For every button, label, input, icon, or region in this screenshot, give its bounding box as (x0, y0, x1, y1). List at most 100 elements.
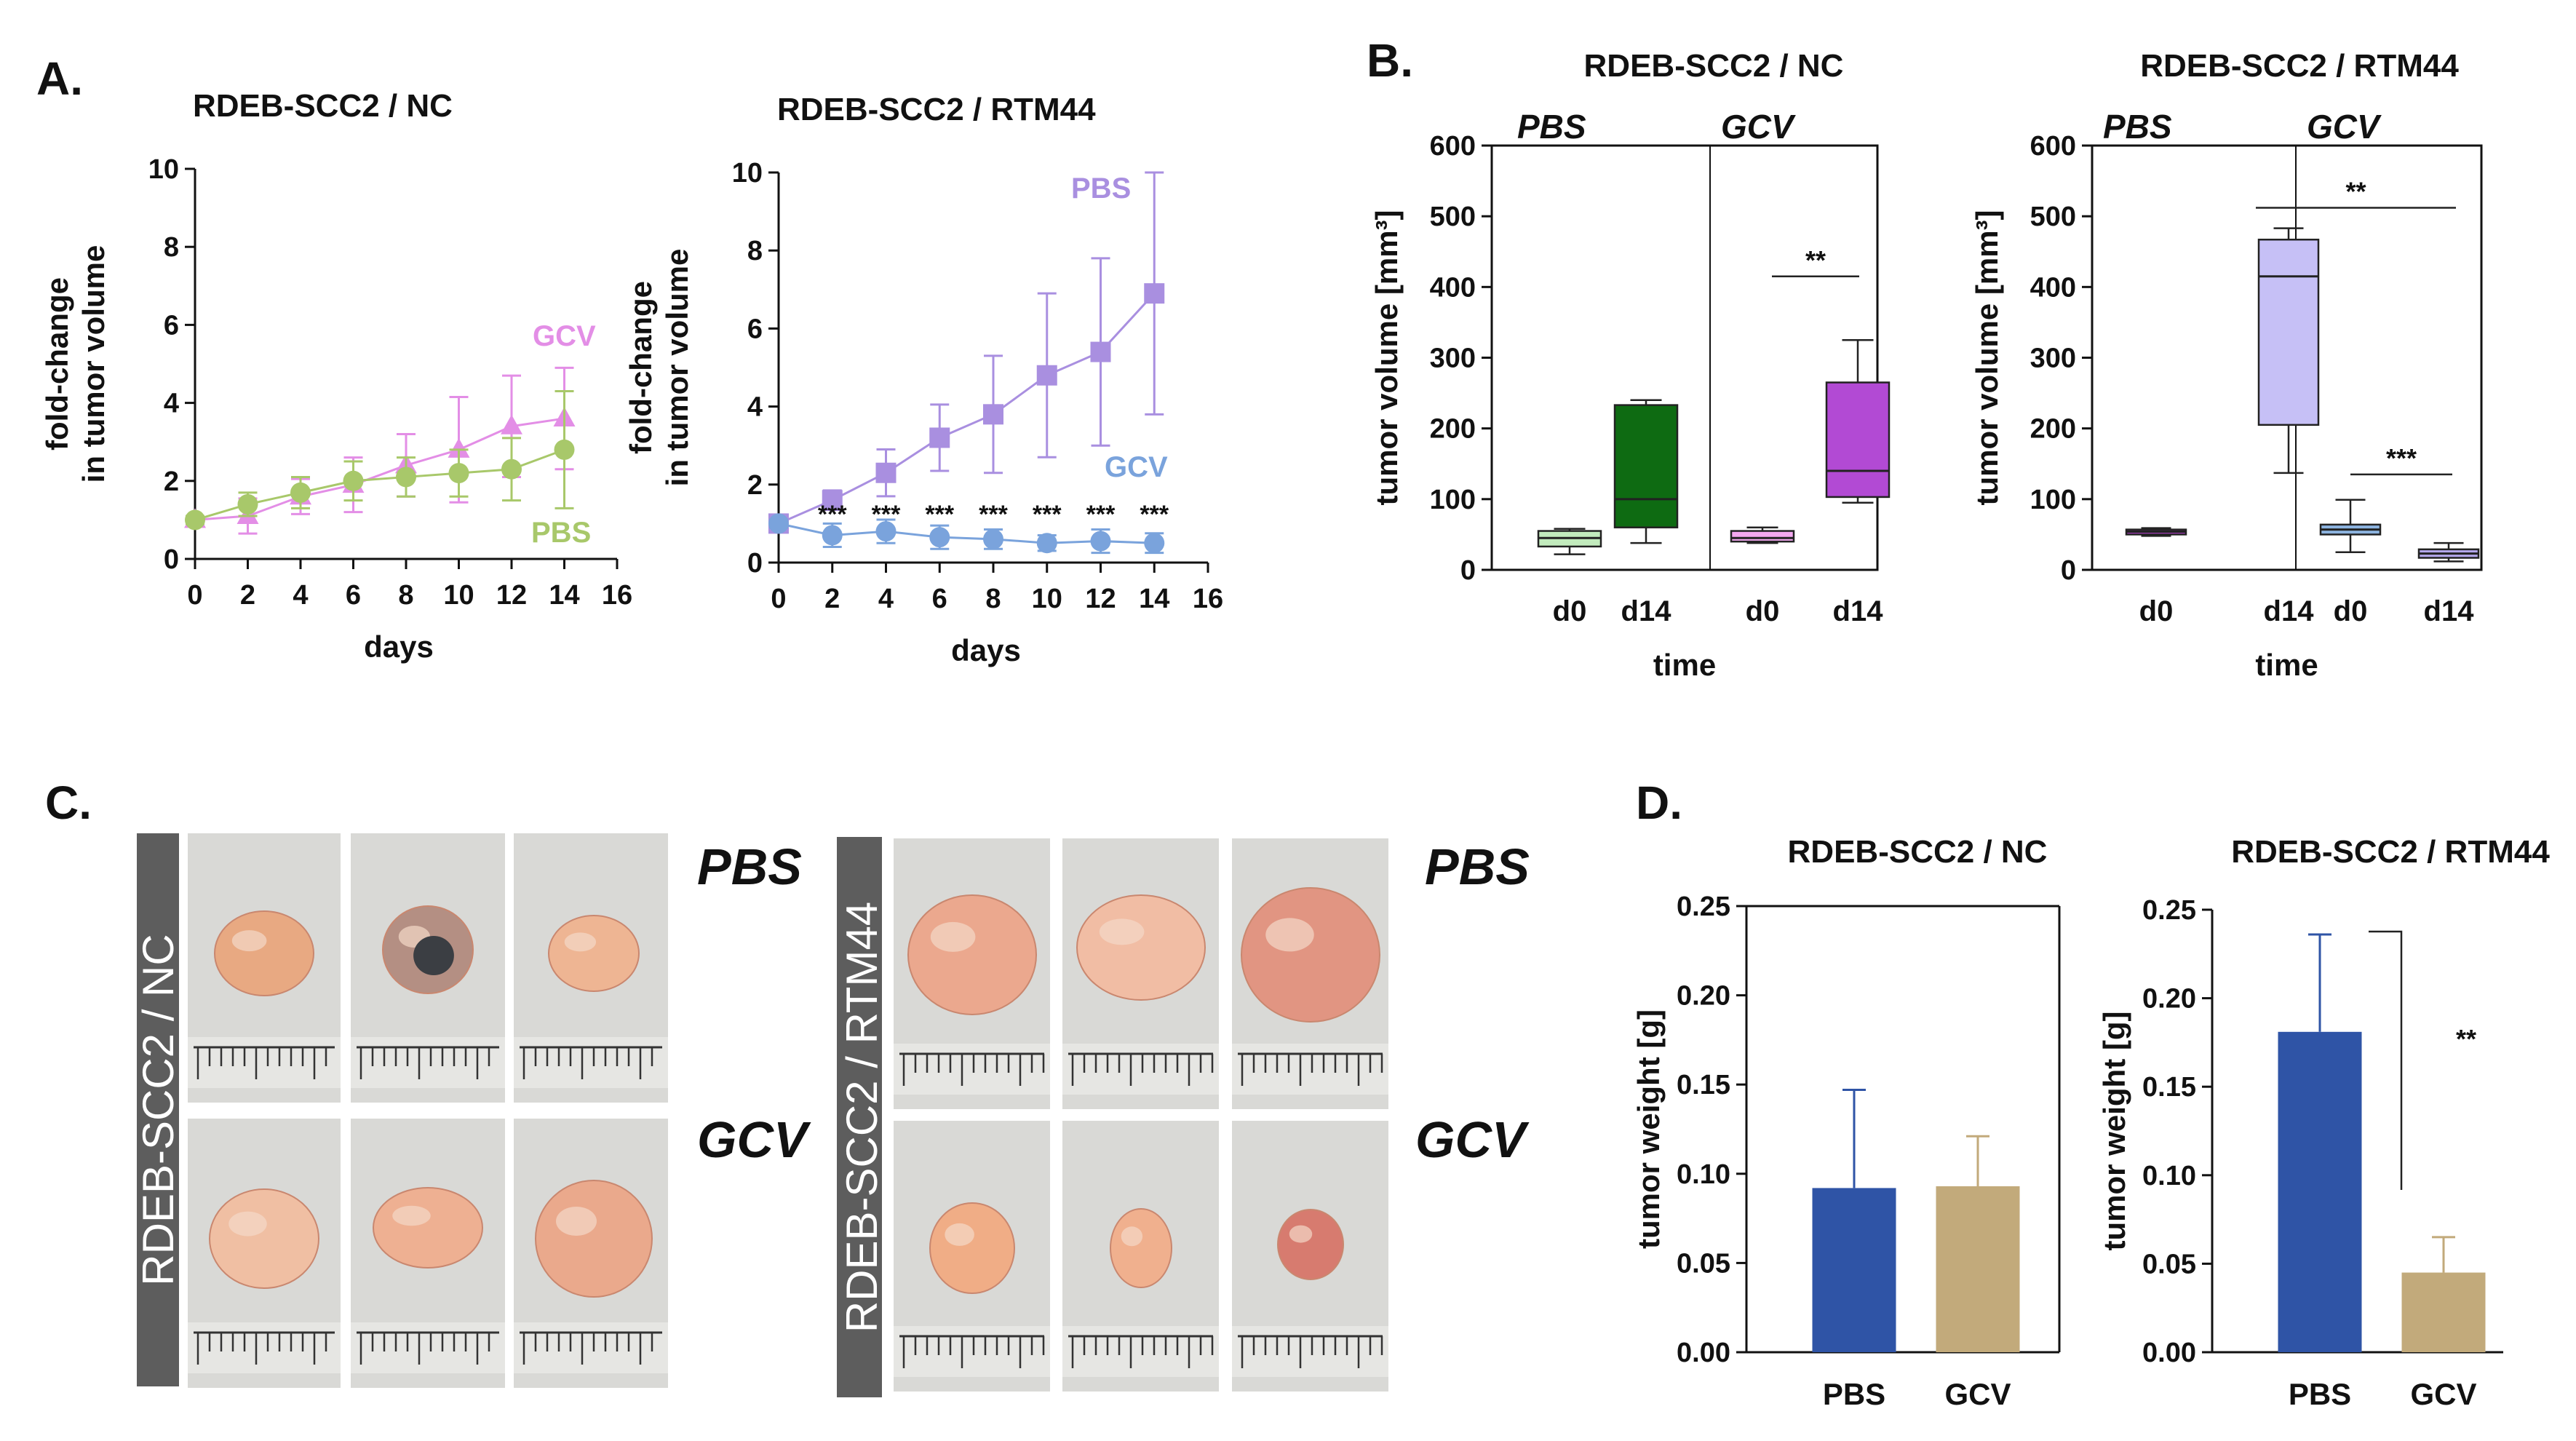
B2-sig-label: ** (2345, 177, 2366, 207)
D2-x-tick-label: PBS (2289, 1377, 2351, 1411)
side-label-rtm44: RDEB-SCC2 / RTM44 (838, 902, 886, 1333)
B1-y-tick-label: 500 (1430, 202, 1476, 232)
A2-point-gcv (1144, 533, 1165, 554)
B2-y-tick-label: 500 (2030, 202, 2076, 232)
A1-series-label-pbs: PBS (531, 517, 591, 549)
A1-point-pbs (448, 463, 469, 484)
photo-nc-2-tumor (548, 915, 640, 992)
A1-point-pbs (554, 439, 575, 460)
photo-nc-5-tumor-highlight (556, 1207, 597, 1236)
A2-series-label-gcv: GCV (1105, 451, 1168, 483)
A1-y-tick-label: 2 (164, 467, 179, 497)
photo-rtm44-5-ruler (1232, 1326, 1388, 1377)
D2-y-tick-label: 0.25 (2142, 895, 2196, 926)
photo-rtm44-3-ruler (894, 1326, 1050, 1377)
D1-bar-gcv (1936, 1186, 2020, 1352)
A2-y-tick-label: 8 (747, 236, 763, 266)
B2-group-pbs: PBS (2103, 108, 2172, 146)
B2-y-tick-label: 200 (2030, 414, 2076, 445)
A1-y-label-1: fold-change (40, 277, 74, 450)
A2-point-pbs (983, 404, 1003, 425)
D2-y-tick-label: 0.10 (2142, 1161, 2196, 1191)
A1-point-gcv (448, 437, 470, 458)
A1-point-gcv (501, 414, 522, 434)
D1-x-tick-label: PBS (1823, 1377, 1885, 1411)
A1-x-label: days (364, 630, 434, 664)
A2-point-pbs (875, 462, 897, 483)
photo-rtm44-3-tumor (929, 1202, 1015, 1294)
D2-y-tick-label: 0.05 (2142, 1249, 2196, 1279)
photo-grid-nc (188, 833, 668, 1388)
B2-y-label: tumor volume [mm³] (1970, 210, 2004, 505)
A2-y-tick-label: 6 (747, 314, 763, 344)
B2-x-tick-label: d0 (2334, 595, 2368, 627)
D2-y-tick-label: 0.15 (2142, 1072, 2196, 1103)
A2-point-gcv (1090, 531, 1111, 552)
photo-rtm44-0-tumor-highlight (930, 921, 976, 952)
photo-nc-1-dark-region (413, 936, 454, 975)
A1-x-tick-label: 8 (398, 580, 413, 611)
panel-label-b: B. (1367, 34, 1413, 87)
D2-y-tick-label: 0.20 (2142, 984, 2196, 1015)
A2-x-tick-label: 16 (1193, 584, 1223, 614)
A1-x-tick-label: 14 (549, 580, 579, 611)
photo-nc-5-tumor (535, 1180, 653, 1298)
D2-x-tick-label: GCV (2410, 1377, 2476, 1411)
photo-rtm44-1-tumor (1076, 894, 1206, 1001)
A1-y-tick-label: 4 (164, 389, 179, 419)
D1-y-tick-label: 0.15 (1677, 1070, 1730, 1100)
A2-x-tick-label: 14 (1139, 584, 1169, 614)
D1-y-tick-label: 0.00 (1677, 1338, 1730, 1368)
photo-nc-0-ruler (188, 1037, 341, 1088)
B1-group-pbs: PBS (1517, 108, 1586, 146)
photo-nc-4-tumor-highlight (392, 1205, 431, 1226)
A1-line-gcv (194, 417, 565, 521)
photo-rtm44-2-tumor (1241, 887, 1380, 1023)
D2-sig-label: ** (2456, 1024, 2476, 1054)
D1-y-tick-label: 0.25 (1677, 892, 1730, 922)
side-label-nc: RDEB-SCC2 / NC (134, 934, 183, 1285)
A2-y-tick-label: 0 (747, 548, 763, 579)
B2-x-label: time (2255, 648, 2318, 682)
A1-y-label-2: in tumor volume (76, 245, 111, 483)
A1-point-pbs (343, 470, 364, 491)
photo-nc-3-ruler (188, 1322, 341, 1373)
side-bar-rtm44 (837, 837, 882, 1397)
A2-series-label-pbs: PBS (1071, 172, 1131, 205)
chart-b2: RDEB-SCC2 / RTM44 0 100 200 300 400 500 600 PBS G… (1970, 48, 2483, 682)
photo-rtm44-5-tumor (1277, 1209, 1344, 1280)
D1-bar-pbs (1812, 1188, 1896, 1352)
B1-y-tick-label: 200 (1430, 414, 1476, 445)
photo-rtm44-4-ruler (1062, 1326, 1219, 1377)
B2-x-tick-label: d14 (2424, 595, 2475, 627)
D2-y-label: tumor weight [g] (2097, 1012, 2131, 1251)
D1-title: RDEB-SCC2 / NC (1788, 834, 2048, 870)
A2-sig: *** (818, 501, 847, 528)
chart-b1: RDEB-SCC2 / NC 0 100 200 300 400 500 600 PBS GCV d… (1370, 48, 1891, 682)
photo-nc-5-ruler (514, 1322, 668, 1373)
A2-sig: *** (1033, 501, 1062, 528)
A1-point-pbs (501, 458, 522, 480)
A2-x-tick-label: 10 (1032, 584, 1062, 614)
photo-rtm44-4-tumor (1110, 1208, 1172, 1288)
photo-rtm44-0-tumor (907, 894, 1037, 1015)
A1-point-pbs (237, 493, 258, 515)
panel-label-c: C. (45, 777, 92, 829)
A1-y-tick-label: 6 (164, 310, 179, 341)
B2-group-gcv: GCV (2307, 108, 2382, 146)
photo-rtm44-3-tumor-highlight (945, 1223, 974, 1246)
B1-title: RDEB-SCC2 / NC (1584, 48, 1844, 84)
B1-y-tick-label: 600 (1430, 131, 1476, 162)
panel-label-a: A. (36, 52, 83, 105)
A1-x-tick-label: 16 (602, 580, 632, 611)
chart-a2: RDEB-SCC2 / RTM44 0 2 4 6 8 10 0 2 4 6 8 10 12 14 16 day… (624, 92, 1223, 667)
A2-point-gcv (929, 527, 950, 548)
panel-c-rtm44: RDEB-SCC2 / RTM44 PBS GCV (837, 837, 1530, 1397)
photo-nc-0-tumor-highlight (231, 930, 267, 952)
A2-point-gcv (983, 528, 1003, 549)
B1-y-tick-label: 100 (1430, 485, 1476, 515)
photo-rtm44-2-ruler (1232, 1044, 1388, 1095)
chart-d2: RDEB-SCC2 / RTM44 0.00 0.05 0.10 0.15 0.20 0.2… (2097, 834, 2550, 1411)
photo-rtm44-1-ruler (1062, 1044, 1219, 1095)
A1-x-tick-label: 2 (240, 580, 255, 611)
